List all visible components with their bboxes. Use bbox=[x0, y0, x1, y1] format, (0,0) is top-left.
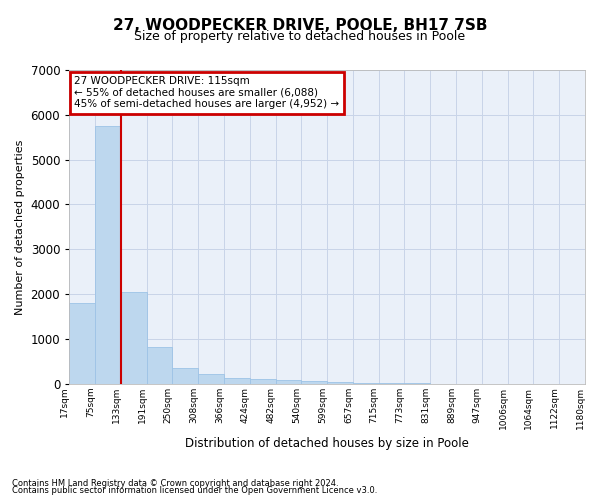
Text: 27, WOODPECKER DRIVE, POOLE, BH17 7SB: 27, WOODPECKER DRIVE, POOLE, BH17 7SB bbox=[113, 18, 487, 32]
Bar bbox=[95, 126, 121, 384]
Text: Contains HM Land Registry data © Crown copyright and database right 2024.: Contains HM Land Registry data © Crown c… bbox=[12, 478, 338, 488]
Bar bbox=[146, 347, 172, 384]
Bar bbox=[172, 368, 198, 384]
Y-axis label: Number of detached properties: Number of detached properties bbox=[15, 139, 25, 314]
Bar bbox=[250, 380, 275, 384]
X-axis label: Distribution of detached houses by size in Poole: Distribution of detached houses by size … bbox=[185, 437, 469, 450]
Bar bbox=[198, 374, 224, 384]
Bar bbox=[327, 382, 353, 384]
Text: Contains public sector information licensed under the Open Government Licence v3: Contains public sector information licen… bbox=[12, 486, 377, 495]
Bar bbox=[224, 378, 250, 384]
Bar bbox=[69, 303, 95, 384]
Bar bbox=[301, 380, 327, 384]
Bar bbox=[121, 292, 146, 384]
Text: Size of property relative to detached houses in Poole: Size of property relative to detached ho… bbox=[134, 30, 466, 43]
Bar bbox=[275, 380, 301, 384]
Text: 27 WOODPECKER DRIVE: 115sqm
← 55% of detached houses are smaller (6,088)
45% of : 27 WOODPECKER DRIVE: 115sqm ← 55% of det… bbox=[74, 76, 340, 110]
